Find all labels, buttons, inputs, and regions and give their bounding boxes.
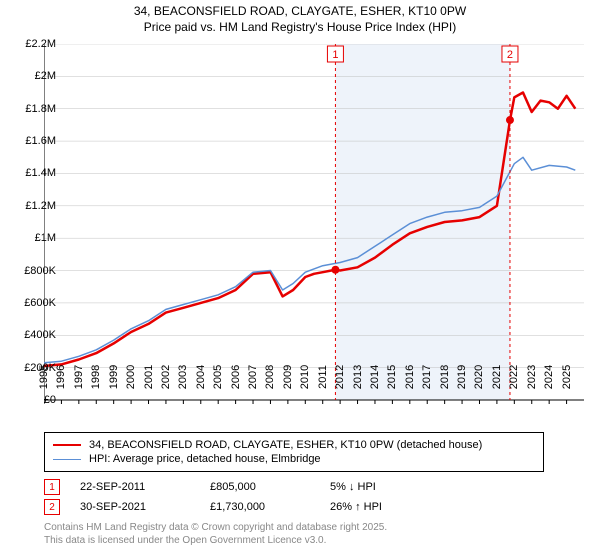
- sale-delta: 26% ↑ HPI: [330, 501, 430, 513]
- legend-label: HPI: Average price, detached house, Elmb…: [89, 453, 321, 465]
- sale-delta: 5% ↓ HPI: [330, 481, 430, 493]
- x-tick-label: 2013: [352, 360, 364, 394]
- x-tick-label: 2021: [491, 360, 503, 394]
- x-tick-label: 2023: [526, 360, 538, 394]
- x-tick-label: 2000: [125, 360, 137, 394]
- sale-price: £805,000: [210, 481, 310, 493]
- attribution-footer: Contains HM Land Registry data © Crown c…: [44, 522, 387, 547]
- x-tick-label: 2020: [473, 360, 485, 394]
- x-tick-label: 2016: [404, 360, 416, 394]
- plot-area: 12: [44, 44, 584, 400]
- sale-marker-number: 2: [49, 502, 55, 513]
- x-tick-label: 2015: [386, 360, 398, 394]
- x-tick-label: 2002: [160, 360, 172, 394]
- y-tick-label: £1.6M: [6, 135, 56, 147]
- legend-swatch-icon: [53, 444, 81, 446]
- footer-line-1: Contains HM Land Registry data © Crown c…: [44, 522, 387, 535]
- table-row: 2 30-SEP-2021 £1,730,000 26% ↑ HPI: [44, 498, 430, 516]
- y-tick-label: £600K: [6, 297, 56, 309]
- sale-date: 30-SEP-2021: [80, 501, 190, 513]
- y-tick-label: £2.2M: [6, 38, 56, 50]
- x-tick-label: 2014: [369, 360, 381, 394]
- y-tick-label: £2M: [6, 70, 56, 82]
- sale-price: £1,730,000: [210, 501, 310, 513]
- x-tick-label: 2025: [561, 360, 573, 394]
- y-tick-label: £1M: [6, 232, 56, 244]
- x-tick-label: 2008: [264, 360, 276, 394]
- table-row: 1 22-SEP-2011 £805,000 5% ↓ HPI: [44, 478, 430, 496]
- y-tick-label: £400K: [6, 329, 56, 341]
- x-tick-label: 2019: [456, 360, 468, 394]
- legend-swatch-icon: [53, 459, 81, 460]
- x-tick-label: 2004: [195, 360, 207, 394]
- x-tick-label: 2022: [508, 360, 520, 394]
- title-line-1: 34, BEACONSFIELD ROAD, CLAYGATE, ESHER, …: [0, 4, 600, 20]
- legend-item: 34, BEACONSFIELD ROAD, CLAYGATE, ESHER, …: [53, 439, 535, 451]
- x-tick-label: 1996: [55, 360, 67, 394]
- x-tick-label: 1998: [90, 360, 102, 394]
- x-tick-label: 2024: [543, 360, 555, 394]
- x-tick-label: 2007: [247, 360, 259, 394]
- sale-date: 22-SEP-2011: [80, 481, 190, 493]
- x-tick-label: 2018: [439, 360, 451, 394]
- chart-container: 34, BEACONSFIELD ROAD, CLAYGATE, ESHER, …: [0, 0, 600, 560]
- chart-title: 34, BEACONSFIELD ROAD, CLAYGATE, ESHER, …: [0, 0, 600, 35]
- y-tick-label: £1.2M: [6, 200, 56, 212]
- sale-marker-icon: 2: [44, 499, 60, 515]
- y-tick-label: £0: [6, 394, 56, 406]
- x-tick-label: 2011: [317, 360, 329, 394]
- sale-marker-icon: 1: [44, 479, 60, 495]
- x-tick-label: 2012: [334, 360, 346, 394]
- svg-text:1: 1: [332, 49, 338, 61]
- title-line-2: Price paid vs. HM Land Registry's House …: [0, 20, 600, 36]
- x-tick-label: 2009: [282, 360, 294, 394]
- x-tick-label: 2006: [230, 360, 242, 394]
- y-tick-label: £1.4M: [6, 167, 56, 179]
- x-tick-label: 1997: [73, 360, 85, 394]
- legend-item: HPI: Average price, detached house, Elmb…: [53, 453, 535, 465]
- x-tick-label: 2001: [143, 360, 155, 394]
- sales-table: 1 22-SEP-2011 £805,000 5% ↓ HPI 2 30-SEP…: [44, 476, 430, 518]
- x-tick-label: 2005: [212, 360, 224, 394]
- y-tick-label: £800K: [6, 265, 56, 277]
- x-tick-label: 2017: [421, 360, 433, 394]
- x-tick-label: 1999: [108, 360, 120, 394]
- y-tick-label: £1.8M: [6, 103, 56, 115]
- x-tick-label: 2010: [299, 360, 311, 394]
- svg-text:2: 2: [507, 49, 513, 61]
- footer-line-2: This data is licensed under the Open Gov…: [44, 535, 387, 548]
- legend-label: 34, BEACONSFIELD ROAD, CLAYGATE, ESHER, …: [89, 439, 482, 451]
- legend: 34, BEACONSFIELD ROAD, CLAYGATE, ESHER, …: [44, 432, 544, 472]
- sale-marker-number: 1: [49, 482, 55, 493]
- x-tick-label: 2003: [177, 360, 189, 394]
- x-tick-label: 1995: [38, 360, 50, 394]
